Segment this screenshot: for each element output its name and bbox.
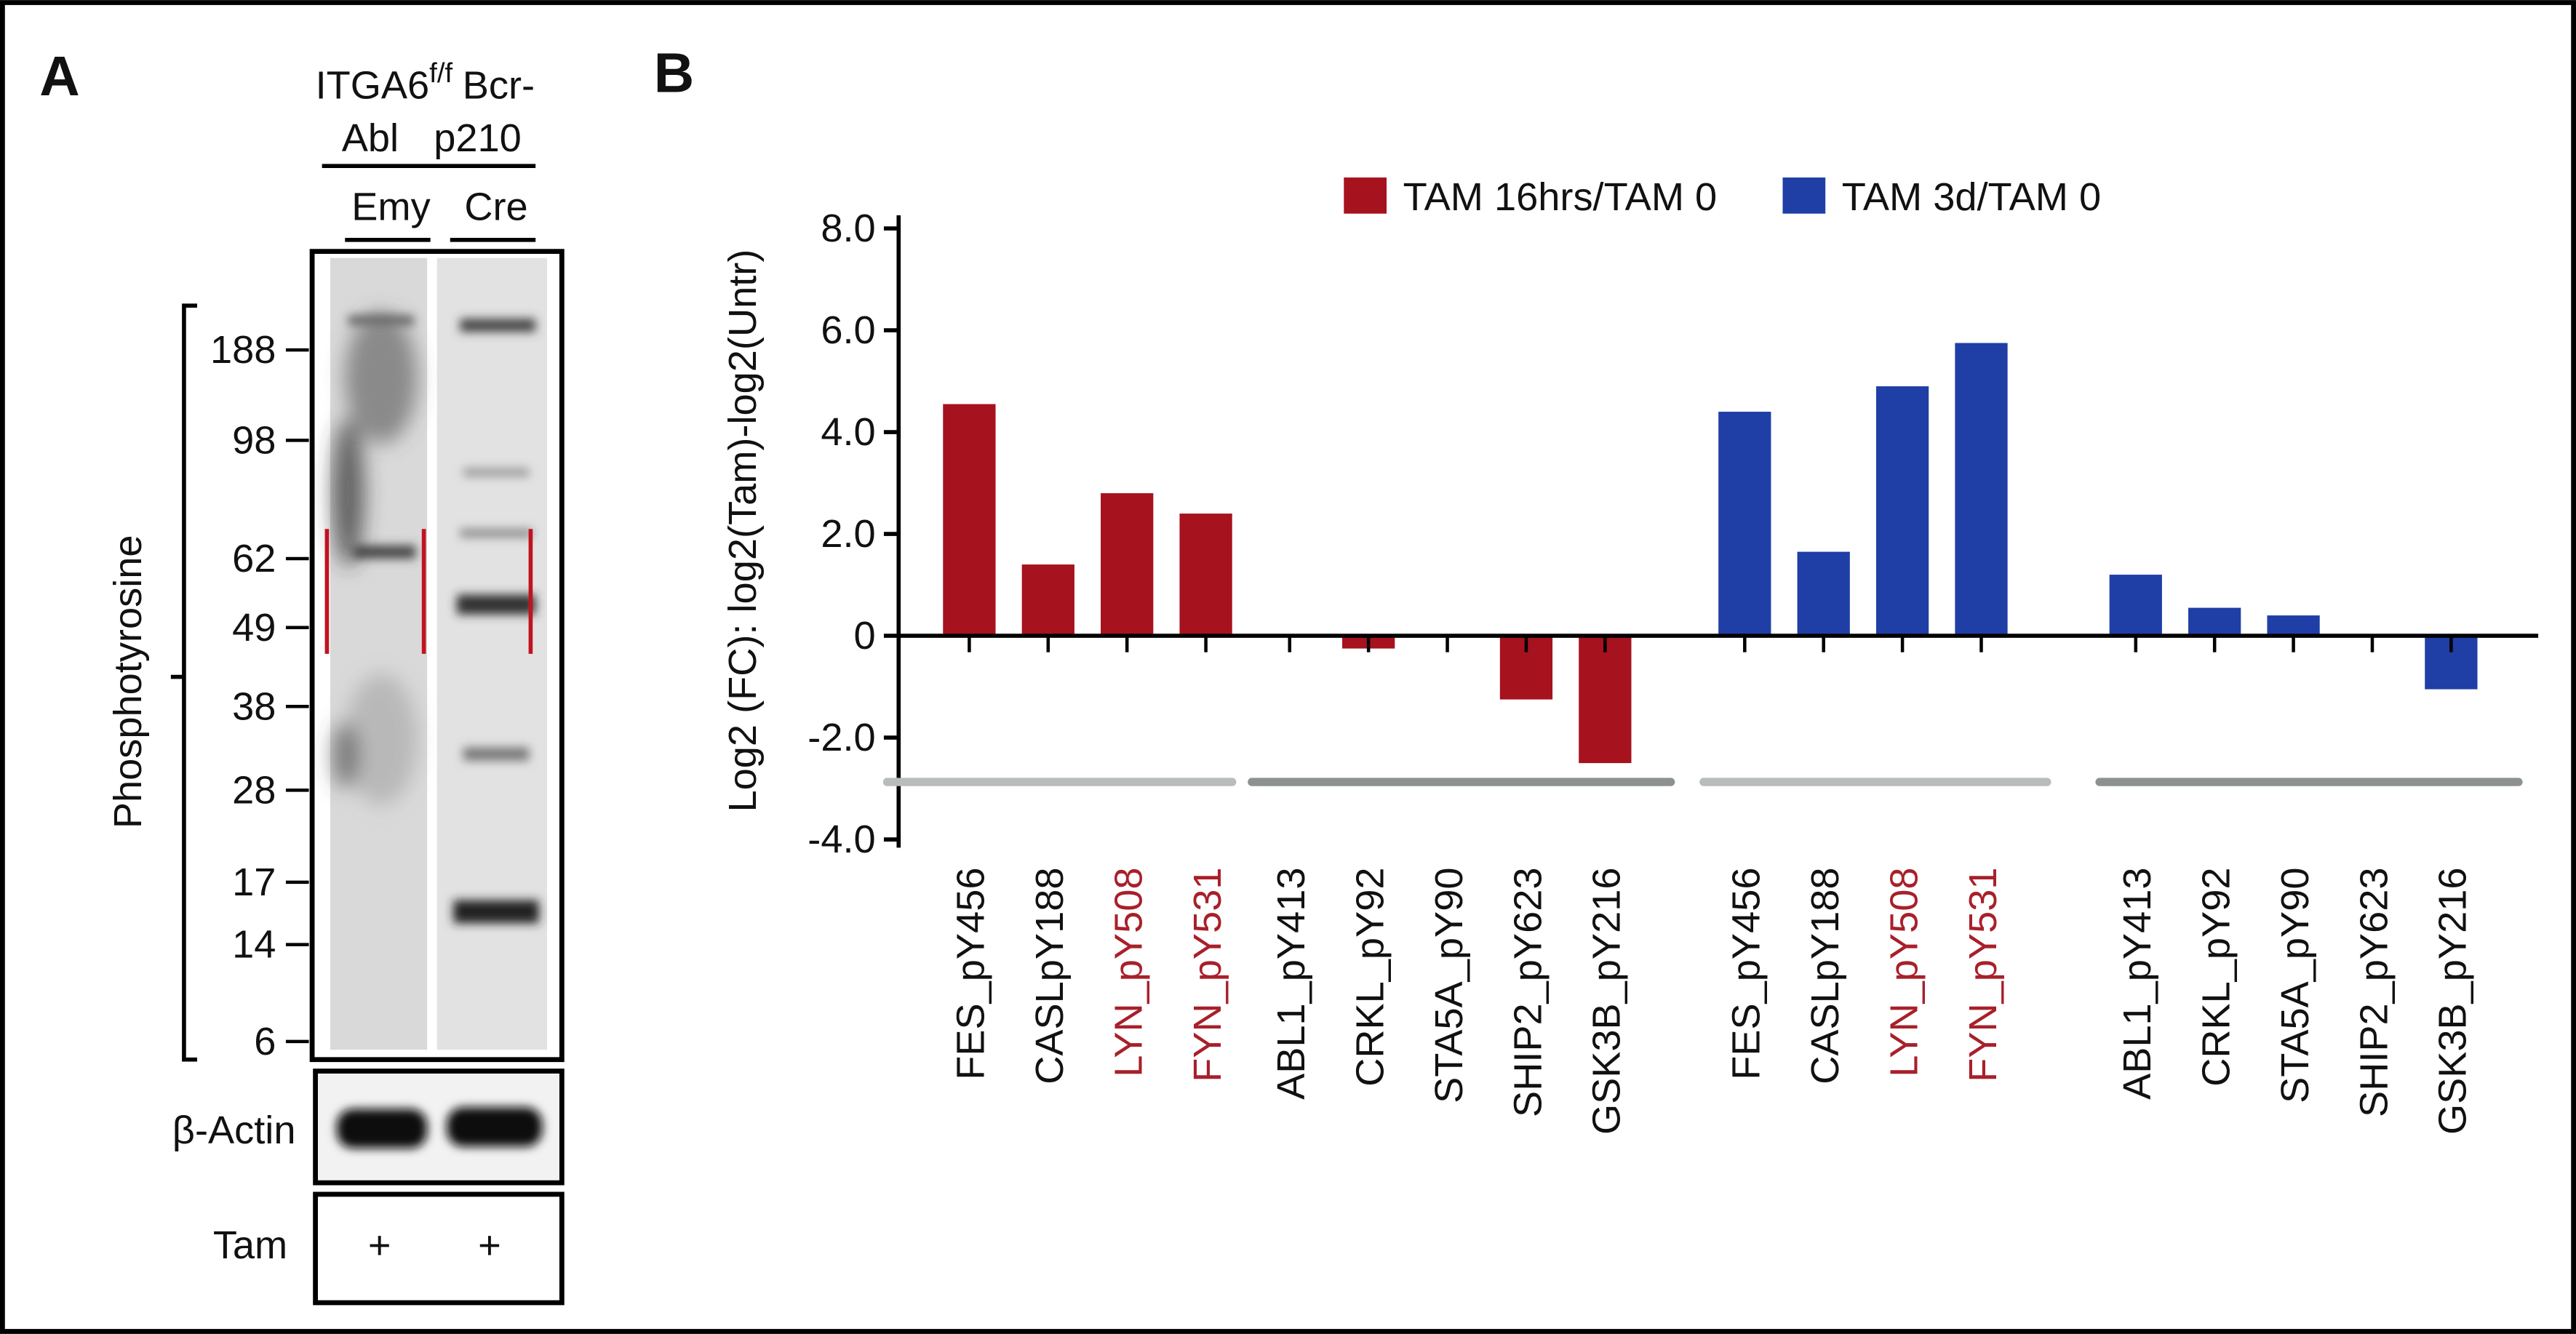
marker-label: 14 <box>232 923 276 967</box>
x-tick-label: STA5A_pY90 <box>2273 868 2317 1103</box>
bar <box>1797 551 1850 636</box>
y-tick-label: -2.0 <box>808 716 875 759</box>
bar <box>1579 636 1632 764</box>
treatment-sign: + <box>368 1223 391 1267</box>
blot-ylabel: Phosphotyrosine <box>106 535 150 828</box>
panel-label: A <box>39 45 79 108</box>
x-tick-label: FYN_pY531 <box>1961 868 2005 1082</box>
marker-label: 6 <box>254 1020 276 1063</box>
x-tick-label: CRKL_pY92 <box>2195 868 2238 1087</box>
marker-label: 28 <box>232 768 276 812</box>
legend-label: TAM 16hrs/TAM 0 <box>1403 175 1718 219</box>
x-tick-label: STA5A_pY90 <box>1427 868 1471 1103</box>
lane-label: Cre <box>464 185 527 229</box>
x-tick-label: CASLpY188 <box>1028 868 1072 1085</box>
x-tick-label: GSK3B_pY216 <box>1585 868 1629 1135</box>
marker-label: 188 <box>210 328 276 372</box>
x-tick-label: LYN_pY508 <box>1882 868 1926 1077</box>
gene: ITGA6 <box>316 64 430 108</box>
x-tick-label: CASLpY188 <box>1803 868 1847 1085</box>
x-tick-label: SHIP2_pY623 <box>2352 868 2396 1117</box>
genotype-suffix: Bcr- <box>463 64 535 108</box>
actin-label: β-Actin <box>172 1109 296 1152</box>
bar <box>1021 564 1074 636</box>
superscript: f/f <box>429 57 452 89</box>
x-tick-label: ABL1_pY413 <box>1269 868 1313 1100</box>
x-tick-label: LYN_pY508 <box>1107 868 1151 1077</box>
y-tick-label: 2.0 <box>821 512 875 556</box>
blot <box>309 249 565 1063</box>
marker-labels: 188 98 62 49 38 28 17 14 6 <box>210 328 309 1063</box>
treatment-sign: + <box>478 1223 501 1267</box>
marker-label: 17 <box>232 860 276 904</box>
x-tick-label: FES_pY456 <box>1725 868 1768 1080</box>
marker-label: 98 <box>232 418 276 462</box>
y-tick-label: 6.0 <box>821 308 875 352</box>
legend-swatch <box>1344 177 1387 214</box>
bar <box>1101 493 1154 636</box>
y-tick-label: 4.0 <box>821 410 875 454</box>
x-tick-label: FES_pY456 <box>949 868 993 1080</box>
blot-smear <box>332 312 418 805</box>
x-tick-label: CRKL_pY92 <box>1348 868 1392 1087</box>
bar <box>1718 412 1771 636</box>
treatment-frame <box>313 1191 565 1306</box>
y-tick-label: -4.0 <box>808 818 875 861</box>
x-tick-label: GSK3B_pY216 <box>2431 868 2475 1135</box>
treatment-label: Tam <box>213 1223 287 1267</box>
bar <box>1955 343 2008 636</box>
bar <box>943 404 996 636</box>
x-tick-label: FYN_pY531 <box>1186 868 1229 1082</box>
blot-bands <box>348 315 539 924</box>
legend-label: TAM 3d/TAM 0 <box>1842 175 2101 219</box>
bar-chart: 8.0 6.0 4.0 2.0 0 -2.0 -4.0 FES_pY456 CASLpY188 L… <box>808 175 2539 1135</box>
bar <box>2267 615 2320 636</box>
blot-frame <box>309 249 565 1063</box>
bar <box>1179 514 1232 636</box>
marker-label: 62 <box>232 537 276 580</box>
genotype-line1: ITGA6f/f Bcr- <box>316 57 535 108</box>
blot-lane <box>436 257 548 1050</box>
y-tick-label: 8.0 <box>821 207 875 250</box>
panel-label: B <box>654 42 694 105</box>
x-tick-label: SHIP2_pY623 <box>1506 868 1550 1117</box>
y-tick-label: 0 <box>854 614 876 658</box>
bar <box>1875 386 1929 636</box>
lane-label: Emy <box>351 185 430 229</box>
bracket <box>170 303 197 1062</box>
y-axis-label: Log2 (FC): log2(Tam)-log2(Untr) <box>721 249 765 812</box>
bar <box>2109 575 2162 636</box>
legend-swatch <box>1782 177 1826 214</box>
genotype-line2: Abl <box>342 116 399 160</box>
genotype-line2: p210 <box>434 116 522 160</box>
marker-label: 49 <box>232 606 276 650</box>
bar <box>2188 607 2241 636</box>
x-tick-label: ABL1_pY413 <box>2116 868 2159 1100</box>
actin-blot <box>313 1069 565 1186</box>
marker-label: 38 <box>232 684 276 728</box>
